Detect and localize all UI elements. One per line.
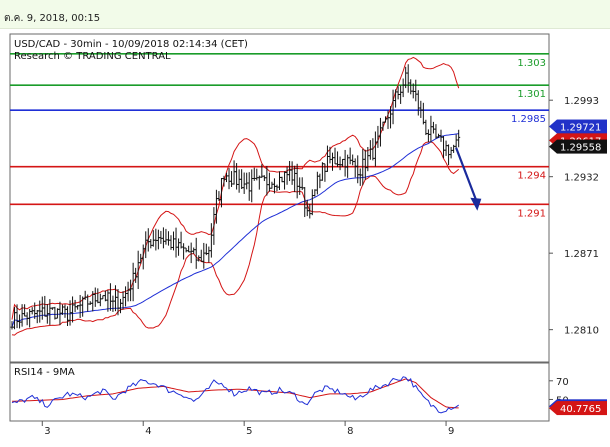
- price-badge: 1.29558: [549, 139, 607, 154]
- badge-pointer: [549, 139, 557, 154]
- price-tick-label: 1.2871: [564, 249, 599, 260]
- chart-subtitle: Research © TRADING CENTRAL: [14, 51, 171, 62]
- timestamp: ต.ค. 9, 2018, 00:15: [4, 13, 101, 24]
- price-tick-label: 1.2932: [564, 173, 599, 184]
- level-label: 1.291: [517, 208, 546, 219]
- badge-box: [557, 139, 607, 154]
- time-tick-label: 8: [347, 426, 353, 437]
- forecast-arrow: [455, 147, 482, 211]
- price-panel-frame: [9, 33, 550, 363]
- level-label: 1.301: [517, 89, 546, 100]
- badge-pointer: [549, 119, 557, 134]
- time-tick-label: 4: [145, 426, 151, 437]
- moving-average: [11, 133, 459, 328]
- level-label: 1.294: [517, 171, 546, 182]
- rsi-plot: 705042.675340.7765: [11, 376, 607, 416]
- rsi-title: RSI14 - 9MA: [14, 367, 75, 378]
- rsi-badge-pointer: [549, 401, 557, 416]
- lower-band: [11, 141, 460, 336]
- time-tick-label: 9: [448, 426, 454, 437]
- level-label: 1.303: [517, 58, 546, 69]
- level-lines: 1.303 1.301 1.2985 1.294 1.291: [10, 53, 549, 219]
- badge-label: 1.29721: [560, 123, 601, 134]
- rsi-badge: 40.7765: [549, 401, 607, 416]
- arrow-shaft: [455, 147, 478, 202]
- price-tick-label: 1.2810: [564, 326, 599, 337]
- arrow-head: [470, 197, 482, 211]
- rsi-line: [11, 376, 459, 414]
- rsi-tick-label: 70: [556, 377, 569, 388]
- badge-box: [557, 119, 607, 134]
- time-tick-label: 5: [246, 426, 252, 437]
- price-badge: 1.29721: [549, 119, 607, 134]
- price-tick-label: 1.2993: [564, 96, 599, 107]
- price-bars: [10, 64, 461, 330]
- time-axis: 3 4 5 8 9: [41, 421, 454, 437]
- badge-label: 1.29558: [560, 143, 601, 154]
- price-bar: [457, 129, 461, 148]
- chart-title: USD/CAD - 30min - 10/09/2018 02:14:34 (C…: [14, 39, 248, 50]
- time-tick-label: 3: [44, 426, 50, 437]
- rsi-ma-line: [11, 378, 459, 409]
- level-label: 1.2985: [511, 114, 546, 125]
- rsi-badge-label: 40.7765: [560, 404, 601, 415]
- price-axis: 1.2993 1.2932 1.2871 1.2810: [549, 96, 599, 337]
- date-bar: ต.ค. 9, 2018, 00:15: [0, 0, 610, 29]
- rsi-badge-box: [557, 401, 607, 416]
